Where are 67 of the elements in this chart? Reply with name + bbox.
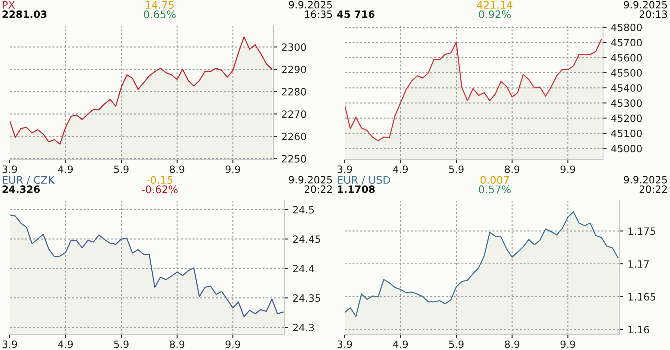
y-tick-label: 24.3 xyxy=(293,324,314,332)
y-tick-label: 45200 xyxy=(611,114,642,122)
x-tick-label: 9.9 xyxy=(560,340,576,348)
y-tick-label: 24.45 xyxy=(293,236,320,244)
chart-subtitle: 24.326 xyxy=(2,186,40,194)
y-tick-label: 1.17 xyxy=(628,260,650,268)
y-tick-label: 45100 xyxy=(611,130,642,138)
text: 0.57% xyxy=(479,186,511,194)
text: 20:22 xyxy=(640,186,667,194)
chart-title: PX xyxy=(3,1,16,9)
x-tick-label: 4.9 xyxy=(58,340,74,348)
x-tick-label: 3.9 xyxy=(338,166,352,174)
x-tick-label: 3.9 xyxy=(2,340,18,348)
x-tick-label: 9.9 xyxy=(226,340,240,348)
text: 9.9.2025 xyxy=(624,176,668,184)
chart-title: EUR / CZK xyxy=(3,176,56,185)
chart-subtitle: 1.1708 xyxy=(338,186,375,194)
x-tick-label: 3.9 xyxy=(2,166,18,174)
y-tick-label: 1.165 xyxy=(628,293,656,301)
text: 20:22 xyxy=(304,186,332,194)
chart-title: EUR / USD xyxy=(338,176,390,185)
y-tick-label: 45400 xyxy=(611,84,642,92)
text: -0.15 xyxy=(147,176,173,184)
y-tick-label: 2280 xyxy=(282,88,306,96)
x-tick-label: 9.9 xyxy=(560,166,576,174)
text: 20:13 xyxy=(640,10,668,18)
y-tick-label: 2270 xyxy=(282,110,306,118)
x-tick-label: 4.9 xyxy=(393,340,408,348)
y-tick-label: 24.4 xyxy=(293,265,314,273)
x-tick-label: 4.9 xyxy=(393,166,408,174)
y-tick-label: 24.35 xyxy=(293,294,320,302)
text: 0.007 xyxy=(480,176,510,184)
x-tick-label: 5.9 xyxy=(114,340,129,348)
x-tick-label: 4.9 xyxy=(58,166,74,174)
chart-subtitle: 45 716 xyxy=(337,10,375,18)
text: 9.9.2025 xyxy=(289,176,332,184)
y-tick-label: 24.5 xyxy=(293,206,314,214)
text: 9.9.2025 xyxy=(624,1,668,9)
y-tick-label: 2290 xyxy=(282,66,306,74)
chart-subtitle: 2281.03 xyxy=(2,10,47,18)
y-tick-label: 2250 xyxy=(282,155,306,163)
x-tick-label: 8.9 xyxy=(505,166,520,174)
x-tick-label: 9.9 xyxy=(226,166,240,174)
y-tick-label: 45500 xyxy=(611,69,642,77)
y-tick-label: 1.175 xyxy=(628,228,656,236)
y-tick-label: 45300 xyxy=(611,100,642,108)
text: 0.65% xyxy=(144,10,176,19)
y-tick-label: 1.16 xyxy=(628,326,650,334)
x-tick-label: 8.9 xyxy=(170,166,185,174)
text: 0.92% xyxy=(479,10,511,19)
y-tick-label: 2260 xyxy=(282,132,306,140)
x-tick-label: 5.9 xyxy=(114,166,129,174)
y-tick-label: 45800 xyxy=(611,24,642,32)
y-tick-label: 45600 xyxy=(611,54,642,62)
text: 16:35 xyxy=(305,10,332,18)
y-tick-label: 45700 xyxy=(611,39,642,47)
x-tick-label: 3.9 xyxy=(338,340,352,348)
x-tick-label: 5.9 xyxy=(449,166,464,174)
x-tick-label: 5.9 xyxy=(449,340,464,348)
text: -0.62% xyxy=(142,186,178,194)
x-tick-label: 8.9 xyxy=(170,340,185,348)
y-tick-label: 45000 xyxy=(611,145,642,153)
text: 421.14 xyxy=(477,1,513,9)
text: 14.75 xyxy=(146,1,174,10)
text: 9.9.2025 xyxy=(289,1,332,9)
x-tick-label: 8.9 xyxy=(505,340,520,348)
y-tick-label: 2300 xyxy=(282,44,306,52)
